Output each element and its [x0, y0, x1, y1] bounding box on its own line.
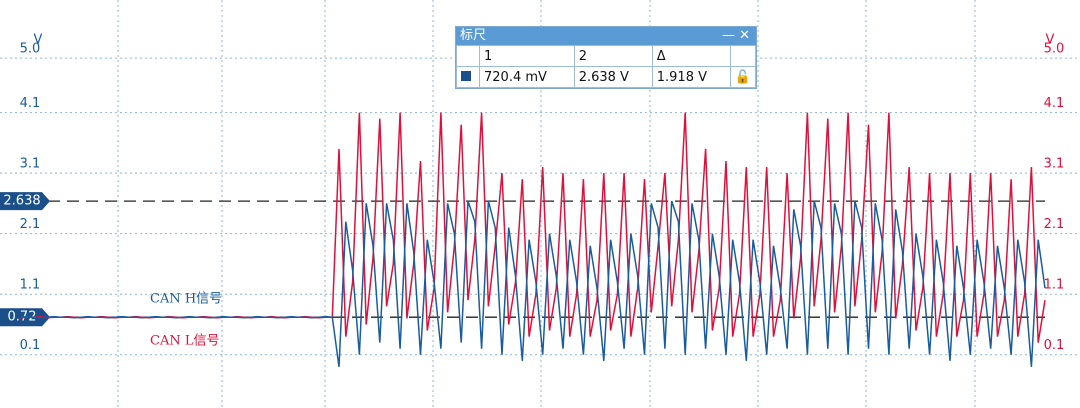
ruler-col: 2 [573, 45, 653, 67]
ruler-value: 720.4 mV [479, 66, 575, 88]
lock-icon[interactable]: 🔓 [729, 66, 757, 88]
cursor-tag [0, 192, 50, 211]
ruler-header: 标尺 — ✕ [456, 27, 756, 45]
y-axis-unit: V [34, 33, 43, 48]
y2-tick-label: 0.1 [1044, 338, 1065, 353]
series-label: CAN H信号 [150, 292, 222, 307]
series-label: CAN L信号 [150, 334, 219, 349]
ruler-title: 标尺 [460, 28, 487, 43]
channel-swatch [461, 70, 471, 81]
y2-tick-label: 1.1 [1044, 278, 1065, 293]
ruler-col: 1 [479, 45, 575, 67]
y-tick-label: 0.1 [20, 338, 41, 353]
y2-tick-label: 3.1 [1044, 157, 1065, 172]
y-tick-label: 2.1 [20, 217, 41, 232]
cursor-label: 2.638 [3, 194, 40, 209]
y2-tick-label: 2.1 [1044, 217, 1065, 232]
ruler-value: 2.638 V [573, 66, 653, 88]
y-tick-label: 4.1 [20, 96, 41, 111]
series-line [19, 200, 1046, 367]
y-tick-label: 3.1 [20, 157, 41, 172]
y-tick-label: 5.0 [20, 42, 41, 57]
y2-tick-label: 4.1 [1044, 96, 1065, 111]
y-tick-label: 1.1 [20, 278, 41, 293]
y2-axis-unit: V [1046, 33, 1055, 48]
y2-tick-label: 5.0 [1044, 42, 1065, 57]
ruler-value: 1.918 V [651, 66, 731, 88]
ruler-col: Δ [651, 45, 731, 67]
window-controls[interactable]: — ✕ [721, 28, 750, 43]
